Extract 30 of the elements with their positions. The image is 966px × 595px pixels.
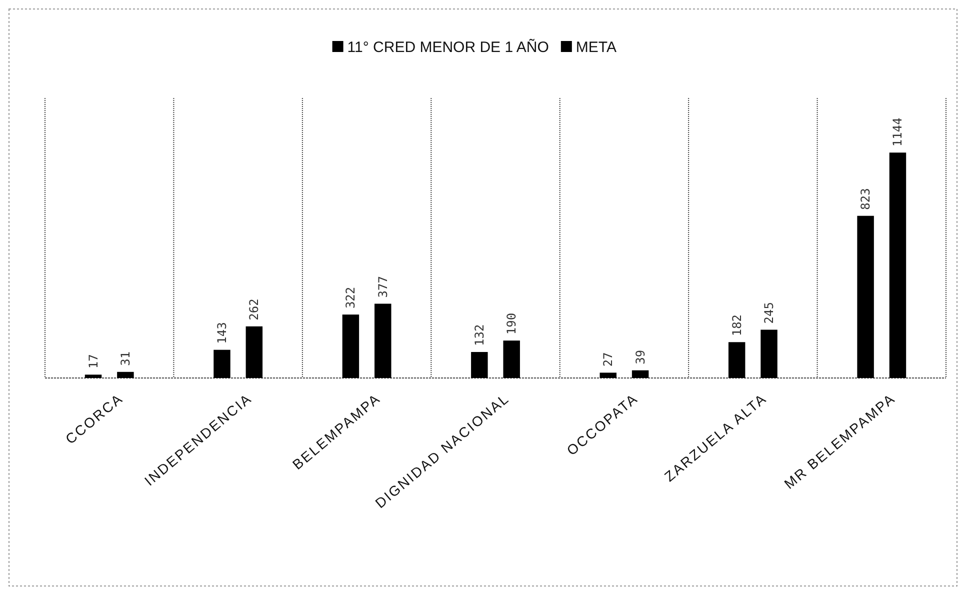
bar xyxy=(84,374,102,378)
data-label: 190 xyxy=(504,312,519,335)
bar xyxy=(760,330,778,378)
data-label: 17 xyxy=(86,354,100,369)
data-label: 245 xyxy=(762,302,776,324)
data-label: 132 xyxy=(472,324,486,346)
legend-label: 11° CRED MENOR DE 1 AÑO xyxy=(347,38,549,56)
bar xyxy=(246,326,263,378)
data-label: 823 xyxy=(858,188,873,210)
data-label: 262 xyxy=(247,298,262,320)
bar xyxy=(214,350,230,378)
data-label: 31 xyxy=(118,351,132,366)
data-label: 143 xyxy=(214,322,229,344)
bar xyxy=(632,370,649,378)
data-label: 27 xyxy=(601,352,616,367)
data-label: 322 xyxy=(344,286,358,309)
data-label: 39 xyxy=(633,350,648,364)
bar xyxy=(374,304,392,378)
bar xyxy=(857,216,874,378)
bar xyxy=(342,314,360,378)
bar xyxy=(117,372,134,378)
bar xyxy=(503,340,520,378)
data-label: 182 xyxy=(730,314,744,336)
bar xyxy=(600,372,616,378)
bar xyxy=(728,342,746,378)
data-label: 377 xyxy=(376,276,390,298)
legend-label: META xyxy=(576,39,616,56)
bar xyxy=(471,352,488,378)
bar xyxy=(889,152,906,378)
data-label: 1144 xyxy=(890,118,905,147)
